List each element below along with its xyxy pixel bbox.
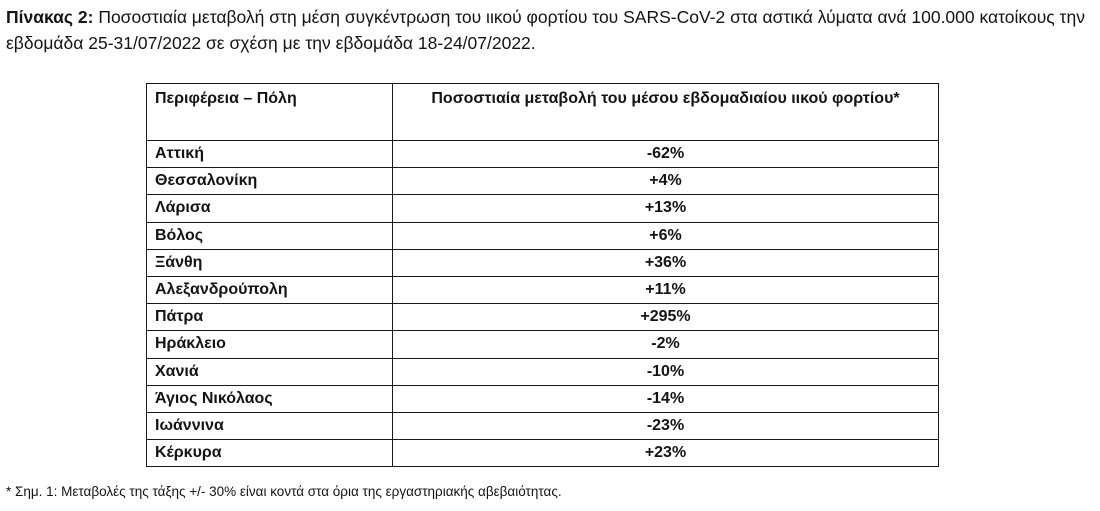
change-cell: -10% — [392, 357, 939, 386]
region-cell: Ιωάννινα — [146, 411, 393, 441]
table-row: Άγιος Νικόλαος -14% — [146, 384, 939, 413]
change-cell: +13% — [392, 194, 939, 223]
change-cell: -62% — [392, 139, 939, 169]
change-cell: +6% — [392, 221, 939, 250]
change-cell: +295% — [392, 303, 939, 332]
header-change: Ποσοστιαία μεταβολή του μέσου εβδομαδιαί… — [392, 83, 939, 141]
change-cell: -14% — [392, 384, 939, 413]
data-table: Περιφέρεια – Πόλη Ποσοστιαία μεταβολή το… — [146, 83, 939, 468]
region-cell: Βόλος — [146, 221, 393, 250]
change-cell: +4% — [392, 167, 939, 196]
caption-text: Ποσοστιαία μεταβολή στη μέση συγκέντρωση… — [6, 7, 1085, 53]
region-cell: Αλεξανδρούπολη — [146, 275, 393, 305]
table-row: Πάτρα +295% — [146, 303, 939, 332]
footnote: * Σημ. 1: Μεταβολές της τάξης +/- 30% εί… — [6, 484, 562, 499]
region-cell: Θεσσαλονίκη — [146, 167, 393, 196]
change-cell: +23% — [392, 439, 939, 468]
table-row: Βόλος +6% — [146, 221, 939, 250]
table-row: Αττική -62% — [146, 139, 939, 169]
change-cell: -2% — [392, 330, 939, 359]
region-cell: Αττική — [146, 139, 393, 169]
region-cell: Άγιος Νικόλαος — [146, 384, 393, 413]
table-body: Αττική -62% Θεσσαλονίκη +4% Λάρισα +13% Βόλος +… — [146, 139, 939, 468]
table-row: Θεσσαλονίκη +4% — [146, 167, 939, 196]
table-caption: Πίνακας 2: Ποσοστιαία μεταβολή στη μέση … — [6, 4, 1096, 56]
caption-label: Πίνακας 2: — [6, 7, 94, 27]
change-cell: -23% — [392, 411, 939, 441]
table-header-row: Περιφέρεια – Πόλη Ποσοστιαία μεταβολή το… — [146, 83, 939, 141]
table-row: Αλεξανδρούπολη +11% — [146, 275, 939, 305]
region-cell: Χανιά — [146, 357, 393, 386]
region-cell: Ξάνθη — [146, 248, 393, 277]
region-cell: Λάρισα — [146, 194, 393, 223]
region-cell: Ηράκλειο — [146, 330, 393, 359]
table-row: Κέρκυρα +23% — [146, 439, 939, 468]
change-cell: +36% — [392, 248, 939, 277]
region-cell: Κέρκυρα — [146, 439, 393, 468]
table-row: Λάρισα +13% — [146, 194, 939, 223]
table-row: Χανιά -10% — [146, 357, 939, 386]
change-cell: +11% — [392, 275, 939, 305]
header-region: Περιφέρεια – Πόλη — [146, 83, 393, 141]
table-row: Ιωάννινα -23% — [146, 411, 939, 441]
region-cell: Πάτρα — [146, 303, 393, 332]
table-row: Ηράκλειο -2% — [146, 330, 939, 359]
table-row: Ξάνθη +36% — [146, 248, 939, 277]
